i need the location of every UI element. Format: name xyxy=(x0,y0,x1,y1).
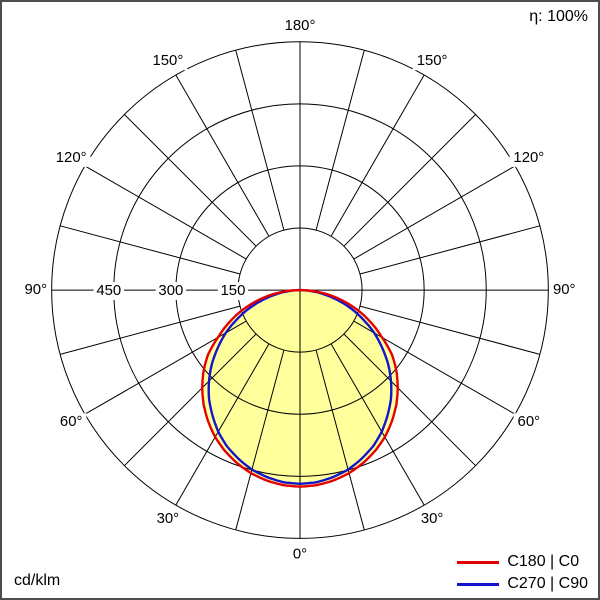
angle-label: 120° xyxy=(513,150,544,166)
radial-tick-label: 150 xyxy=(221,283,246,299)
angle-label-bg xyxy=(513,413,545,432)
radial-tick-label-bg xyxy=(93,282,124,300)
angle-label-bg xyxy=(549,281,580,300)
grid-spoke xyxy=(235,50,285,231)
angle-label: 0° xyxy=(293,546,307,562)
angle-label: 90° xyxy=(25,282,48,298)
legend-line-c0-icon xyxy=(457,560,500,564)
angle-label-bg xyxy=(55,413,87,432)
efficiency-label: η: 100% xyxy=(529,8,588,25)
legend-item-c90: C270 | C90 xyxy=(457,574,588,594)
grid-spoke xyxy=(84,165,247,260)
angle-label: 60° xyxy=(60,414,83,430)
grid-spoke xyxy=(359,225,541,275)
grid-spoke xyxy=(359,305,541,355)
grid-spoke xyxy=(330,74,425,237)
curve-c270-c90 xyxy=(207,288,393,485)
legend-label-c90: C270 | C90 xyxy=(507,575,588,592)
angle-label: 30° xyxy=(157,511,180,527)
angle-label-bg xyxy=(20,281,51,300)
radial-tick-label: 450 xyxy=(96,283,121,299)
angle-label-bg xyxy=(416,509,448,528)
angle-label: 150° xyxy=(152,53,183,69)
grid-spoke xyxy=(343,114,476,247)
grid-spoke xyxy=(235,349,285,531)
grid-spoke xyxy=(330,343,425,506)
grid-spoke xyxy=(315,349,365,531)
radial-tick-label-bg xyxy=(155,282,187,300)
grid-spoke xyxy=(315,50,365,231)
radial-tick-label: 300 xyxy=(158,283,183,299)
grid-spoke xyxy=(59,305,241,355)
angle-label-bg xyxy=(280,16,320,35)
angle-label-bg xyxy=(509,149,549,167)
legend-label-c0: C180 | C0 xyxy=(507,553,580,570)
angle-label: 90° xyxy=(553,282,576,298)
angle-label-bg xyxy=(288,545,312,564)
grid-spoke xyxy=(343,333,476,467)
angle-label: 60° xyxy=(518,414,541,430)
angle-label-bg xyxy=(152,509,184,528)
grid-spoke xyxy=(353,165,516,260)
grid-spoke xyxy=(124,333,257,467)
unit-label: cd/klm xyxy=(14,572,61,589)
angle-label: 150° xyxy=(417,53,448,69)
grid-spoke xyxy=(175,343,270,506)
angle-label-bg xyxy=(148,52,188,71)
angle-label-bg xyxy=(412,52,452,71)
angle-label: 30° xyxy=(421,511,444,527)
legend: C180 | C0 C270 | C90 xyxy=(457,552,588,594)
grid-spoke xyxy=(175,74,270,237)
legend-item-c0: C180 | C0 xyxy=(457,552,588,572)
radial-tick-label-bg xyxy=(217,282,249,300)
angle-label-bg xyxy=(51,149,91,167)
legend-line-c90-icon xyxy=(457,582,500,586)
grid-spoke xyxy=(59,225,241,275)
angle-label: 180° xyxy=(285,18,316,34)
grid-spoke xyxy=(124,114,257,247)
angle-label: 120° xyxy=(56,150,87,166)
curve-c180-c0 xyxy=(201,288,399,488)
